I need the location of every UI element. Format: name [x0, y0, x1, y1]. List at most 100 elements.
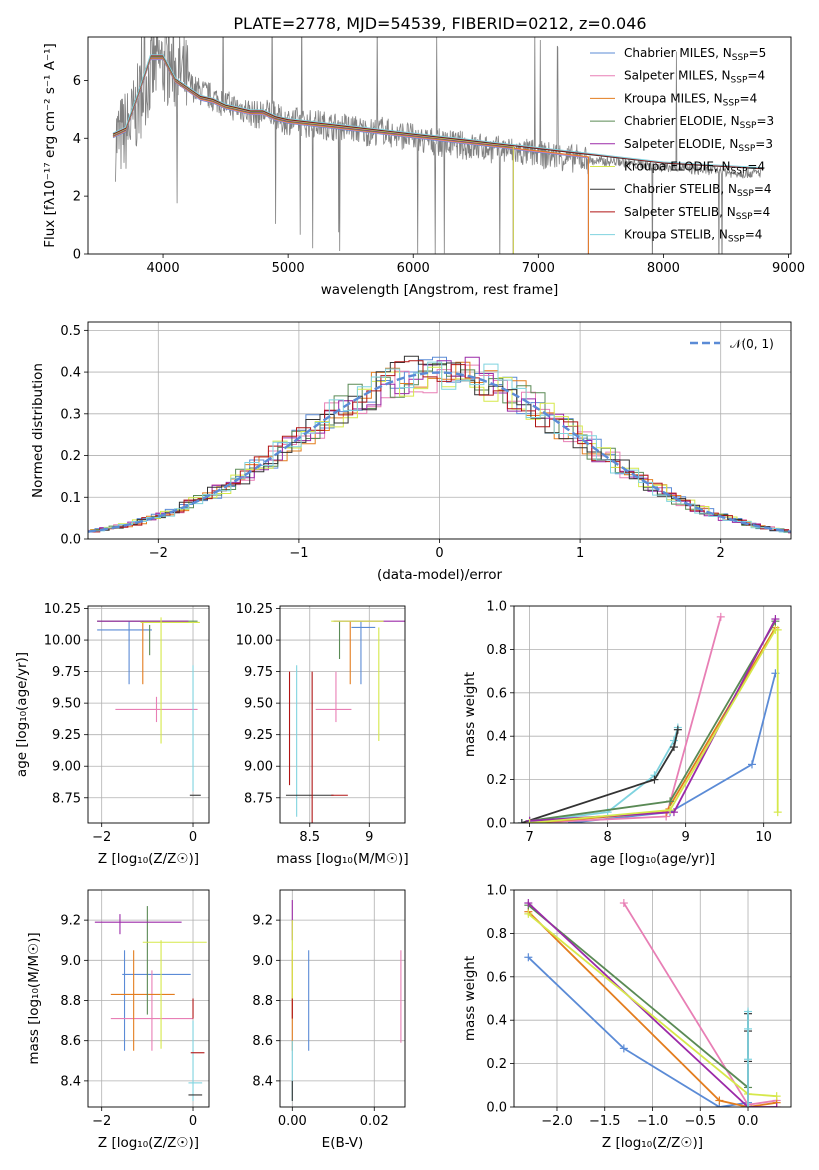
y-tick-label: 1.0 [486, 884, 507, 899]
x-tick-label: −2.0 [541, 1114, 573, 1129]
x-tick-label: 7 [525, 830, 533, 845]
y-tick-label: 0.6 [486, 686, 507, 701]
plot-area [88, 322, 791, 539]
axes-frame [87, 605, 210, 824]
y-tick-label: 9.2 [252, 914, 273, 929]
axes-weight-vs-age: 7 8 9 10 0.0 0.2 0.4 0.6 0.8 1.0 age [log₁₀(age/yr… [462, 600, 792, 867]
y-tick-label: 4 [73, 132, 81, 147]
gaussian-line [88, 371, 791, 533]
weight-line-chabrier_elodie [529, 620, 777, 822]
legend-label: Chabrier MILES, NSSP=5 [624, 46, 766, 63]
y-tick-label: 2 [73, 190, 81, 205]
x-axis-label: E(B-V) [322, 1135, 364, 1151]
legend-label: Kroupa STELIB, NSSP=4 [624, 228, 762, 245]
hist-kroupa_stelib [90, 361, 791, 533]
x-tick-label: 0.00 [278, 1114, 307, 1129]
x-tick-label: −1.0 [637, 1114, 669, 1129]
y-tick-label: 0.4 [486, 730, 507, 745]
weight-line-chabrier_stelib [521, 729, 679, 823]
axes-spectrum: 4000 5000 6000 7000 8000 9000 0 2 4 6 wavelength [… [42, 36, 805, 298]
y-tick-label: 9.25 [244, 728, 273, 743]
y-tick-label: 8.6 [60, 1034, 81, 1049]
legend-label: Salpeter STELIB, NSSP=4 [624, 205, 770, 222]
y-tick-label: 1.0 [486, 600, 507, 615]
model-line-salpeter_miles [112, 58, 589, 254]
y-tick-label: 9.75 [244, 665, 273, 680]
legend-label: Salpeter MILES, NSSP=4 [624, 69, 765, 86]
x-axis-label: Z [log₁₀(Z/Z☉)] [98, 1135, 199, 1151]
x-tick-label: 8 [603, 830, 611, 845]
legend-label: Kroupa MILES, NSSP=4 [624, 91, 757, 108]
axes-age-vs-mass: 8.5 9 8.75 9.00 9.25 9.50 9.75 10.00 10.25 mass [… [236, 602, 409, 867]
y-axis-label: Flux [fλ10⁻¹⁷ erg cm⁻² s⁻¹ A⁻¹] [42, 43, 58, 248]
plot-area [280, 890, 405, 1107]
legend-label: Salpeter ELODIE, NSSP=3 [624, 137, 773, 154]
y-tick-label: 8.8 [60, 994, 81, 1009]
y-tick-label: 9.00 [244, 760, 273, 775]
axes-frame [279, 605, 406, 824]
axes-frame [87, 36, 792, 255]
y-tick-label: 0.0 [486, 1101, 507, 1116]
x-tick-label: 7000 [522, 261, 555, 276]
axes-residuals: −2 −1 0 1 2 0.0 0.1 0.2 0.3 0.4 0.5 (data-model)/er… [30, 321, 792, 583]
y-tick-label: 9.25 [52, 728, 81, 743]
y-axis-label: age [log₁₀(age/yr)] [14, 652, 30, 777]
plot-area [88, 890, 209, 1107]
y-tick-label: 8.4 [60, 1074, 81, 1089]
x-tick-label: 9 [682, 830, 690, 845]
y-tick-label: 9.2 [60, 914, 81, 929]
y-tick-label: 10.25 [236, 602, 273, 617]
x-tick-label: 1 [576, 546, 584, 561]
y-tick-label: 0.0 [486, 817, 507, 832]
x-tick-label: 0.0 [738, 1114, 759, 1129]
spectrum-data-line [115, 37, 762, 254]
y-tick-label: 8.75 [52, 791, 81, 806]
y-axis-label: mass weight [462, 672, 478, 757]
y-tick-label: 0.4 [486, 1014, 507, 1029]
weight-line-kroupa_miles [529, 627, 777, 823]
x-tick-label: −2 [149, 546, 168, 561]
y-axis-label: mass weight [462, 956, 478, 1041]
y-tick-label: 0.8 [486, 927, 507, 942]
axes-weight-vs-Z: −2.0 −1.5 −1.0 −0.5 0.0 0.0 0.2 0.4 0.6 0.8 1.0 Z [… [462, 884, 792, 1151]
weight-line-kroupa_miles [527, 911, 777, 1107]
x-tick-label: 0.02 [360, 1114, 389, 1129]
x-tick-label: 0 [435, 546, 443, 561]
weight-line-chabrier_elodie [527, 904, 749, 1089]
y-tick-label: 0.1 [60, 491, 81, 506]
legend-label: Kroupa ELODIE, NSSP=4 [624, 160, 765, 177]
y-axis-label: Normed distribution [30, 363, 46, 498]
x-tick-label: 5000 [272, 261, 305, 276]
legend-label: Chabrier STELIB, NSSP=4 [624, 182, 772, 199]
axes-frame [513, 889, 792, 1108]
x-axis-label: wavelength [Angstrom, rest frame] [321, 282, 559, 298]
x-tick-label: −1.5 [589, 1114, 621, 1129]
y-tick-label: 0.3 [60, 407, 81, 422]
y-tick-label: 6 [73, 74, 81, 89]
axes-mass-vs-Z: −2 0 8.4 8.6 8.8 9.0 9.2 Z [log₁₀(Z/Z☉)] mass [l… [26, 889, 210, 1151]
y-tick-label: 0 [73, 248, 81, 263]
axes-age-vs-Z: −2 0 8.75 9.00 9.25 9.50 9.75 10.00 10.25 Z [log₁… [14, 602, 210, 867]
x-tick-label: −1 [289, 546, 308, 561]
axes-mass-vs-ebv: 0.00 0.02 8.4 8.6 8.8 9.0 9.2 E(B-V) [252, 889, 406, 1151]
y-tick-label: 0.2 [60, 449, 81, 464]
model-line-kroupa_stelib [112, 54, 764, 169]
y-tick-label: 0.5 [60, 324, 81, 339]
x-tick-label: 0 [189, 1114, 197, 1129]
x-tick-label: 8.5 [299, 830, 320, 845]
x-tick-label: −0.5 [684, 1114, 716, 1129]
axes-frame [513, 605, 792, 824]
y-tick-label: 10.25 [44, 602, 81, 617]
plot-area [514, 606, 791, 823]
y-tick-label: 0.6 [486, 970, 507, 985]
y-tick-label: 10.00 [44, 634, 81, 649]
x-axis-label: (data-model)/error [377, 567, 503, 583]
x-axis-label: mass [log₁₀(M/M☉)] [276, 851, 408, 867]
y-tick-label: 8.8 [252, 994, 273, 1009]
hist-chabrier_elodie [88, 363, 791, 533]
y-tick-label: 8.6 [252, 1034, 273, 1049]
legend-label: Chabrier ELODIE, NSSP=3 [624, 114, 774, 131]
model-line-kroupa_miles [112, 57, 589, 254]
figure-title: PLATE=2778, MJD=54539, FIBERID=0212, z=0… [233, 14, 646, 33]
